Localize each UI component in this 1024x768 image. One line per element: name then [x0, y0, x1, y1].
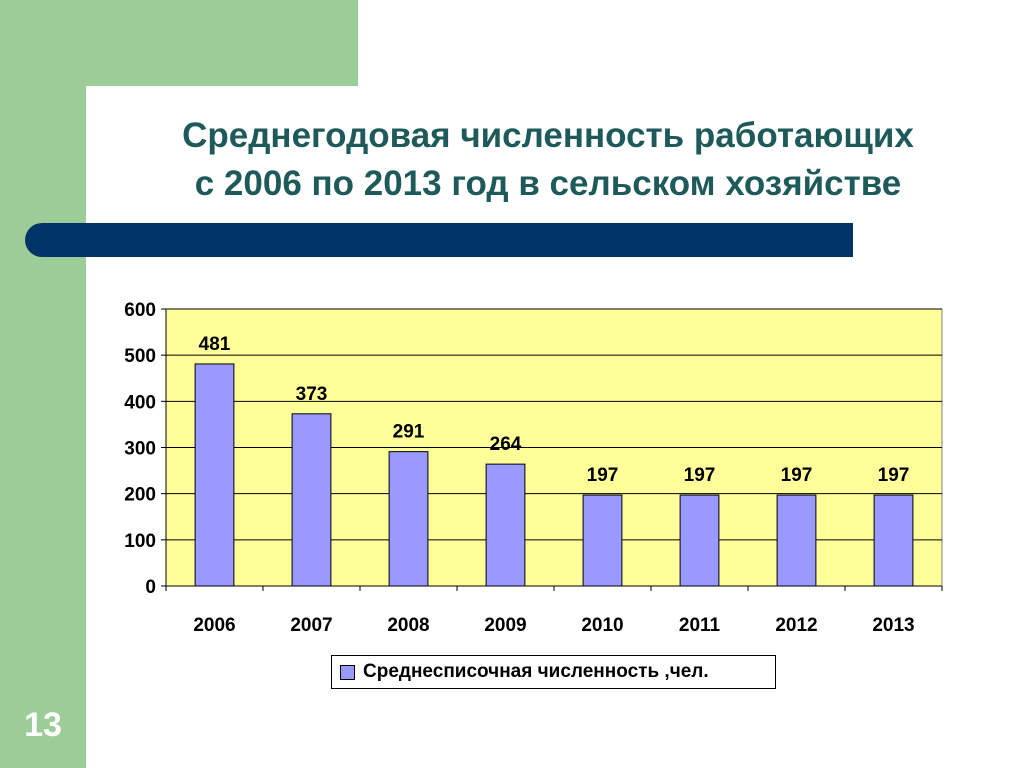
data-label: 197 — [684, 465, 716, 486]
x-tick-label: 2011 — [679, 615, 721, 636]
data-label: 197 — [781, 465, 813, 486]
legend-label: Среднесписочная численность ,чел. — [363, 661, 709, 682]
y-tick-label: 200 — [124, 485, 156, 506]
bar — [194, 363, 235, 587]
x-tick-label: 2010 — [581, 615, 623, 636]
y-tick-label: 600 — [124, 300, 156, 321]
slide-title-line2: с 2006 по 2013 год в сельском хозяйстве — [194, 164, 902, 203]
y-tick-label: 500 — [124, 346, 156, 367]
slide-title-line1: Среднегодовая численность работающих — [182, 116, 914, 155]
data-label: 197 — [587, 465, 619, 486]
y-tick-label: 100 — [124, 531, 156, 552]
top-accent-block — [86, 0, 358, 86]
bar — [873, 494, 914, 587]
bar — [291, 413, 332, 587]
slide-title: Среднегодовая численность работающих с 2… — [86, 112, 1010, 208]
x-tick-label: 2012 — [775, 615, 817, 636]
chart-legend: Среднесписочная численность ,чел. — [331, 655, 776, 689]
slide-number: 13 — [24, 706, 62, 744]
bar — [388, 451, 429, 587]
data-label: 291 — [393, 422, 425, 443]
title-underline-bar — [25, 223, 853, 257]
y-tick-label: 300 — [124, 439, 156, 460]
x-tick-label: 2008 — [387, 615, 429, 636]
x-tick-label: 2006 — [193, 615, 235, 636]
data-label: 264 — [490, 434, 522, 455]
data-label: 373 — [296, 384, 328, 405]
bar — [485, 463, 526, 587]
y-tick-label: 400 — [124, 392, 156, 413]
data-label: 481 — [199, 334, 231, 355]
bar — [679, 494, 720, 587]
x-tick-label: 2013 — [872, 615, 914, 636]
x-tick-label: 2009 — [484, 615, 526, 636]
bar — [776, 494, 817, 587]
data-label: 197 — [878, 465, 910, 486]
legend-swatch — [340, 664, 355, 680]
left-accent-bar — [0, 0, 86, 768]
x-tick-label: 2007 — [290, 615, 332, 636]
bar — [582, 494, 623, 587]
y-tick-label: 0 — [145, 577, 156, 598]
